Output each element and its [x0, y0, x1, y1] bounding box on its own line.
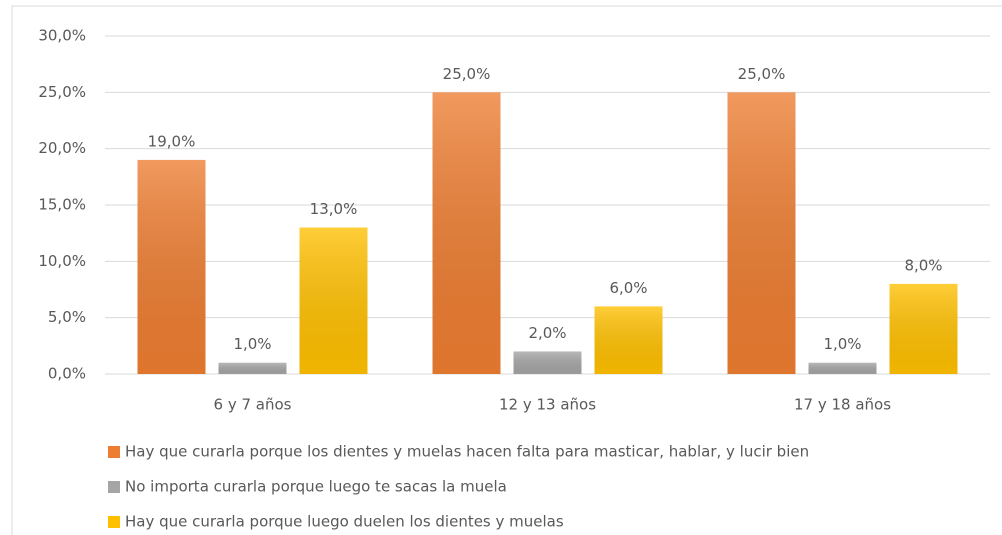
y-tick-label: 25,0%	[38, 83, 86, 101]
bar-shade	[513, 351, 582, 374]
x-tick-label: 17 y 18 años	[794, 396, 891, 414]
chart-frame	[11, 5, 1002, 535]
data-label: 1,0%	[823, 335, 861, 353]
bar-shade	[137, 159, 206, 374]
bar-shade	[889, 283, 958, 374]
data-label: 2,0%	[528, 324, 566, 342]
y-tick-label: 10,0%	[38, 252, 86, 270]
data-label: 19,0%	[148, 132, 196, 150]
y-tick-label: 5,0%	[48, 308, 86, 326]
x-tick-label: 6 y 7 años	[214, 396, 292, 414]
y-tick-label: 20,0%	[38, 139, 86, 157]
bar-shade	[432, 92, 501, 374]
data-label: 1,0%	[233, 335, 271, 353]
legend-label: No importa curarla porque luego te sacas…	[125, 478, 507, 496]
data-label: 6,0%	[609, 279, 647, 297]
bar-shade	[218, 362, 287, 374]
data-label: 13,0%	[310, 200, 358, 218]
y-tick-label: 30,0%	[38, 27, 86, 45]
legend-label: Hay que curarla porque los dientes y mue…	[125, 443, 809, 461]
legend-swatch	[108, 446, 120, 458]
bar-shade	[727, 92, 796, 374]
y-tick-label: 0,0%	[48, 365, 86, 383]
bar-shade	[808, 362, 877, 374]
y-tick-label: 15,0%	[38, 196, 86, 214]
data-label: 25,0%	[443, 65, 491, 83]
legend-swatch	[108, 481, 120, 493]
legend-swatch	[108, 516, 120, 528]
bar-shade	[299, 227, 368, 374]
data-label: 8,0%	[904, 256, 942, 274]
x-tick-label: 12 y 13 años	[499, 396, 596, 414]
data-label: 25,0%	[738, 65, 786, 83]
legend-label: Hay que curarla porque luego duelen los …	[125, 513, 564, 531]
bar-shade	[594, 306, 663, 374]
